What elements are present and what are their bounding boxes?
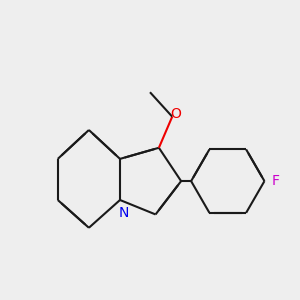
Text: O: O (170, 107, 181, 122)
Text: N: N (118, 206, 128, 220)
Text: F: F (272, 174, 280, 188)
